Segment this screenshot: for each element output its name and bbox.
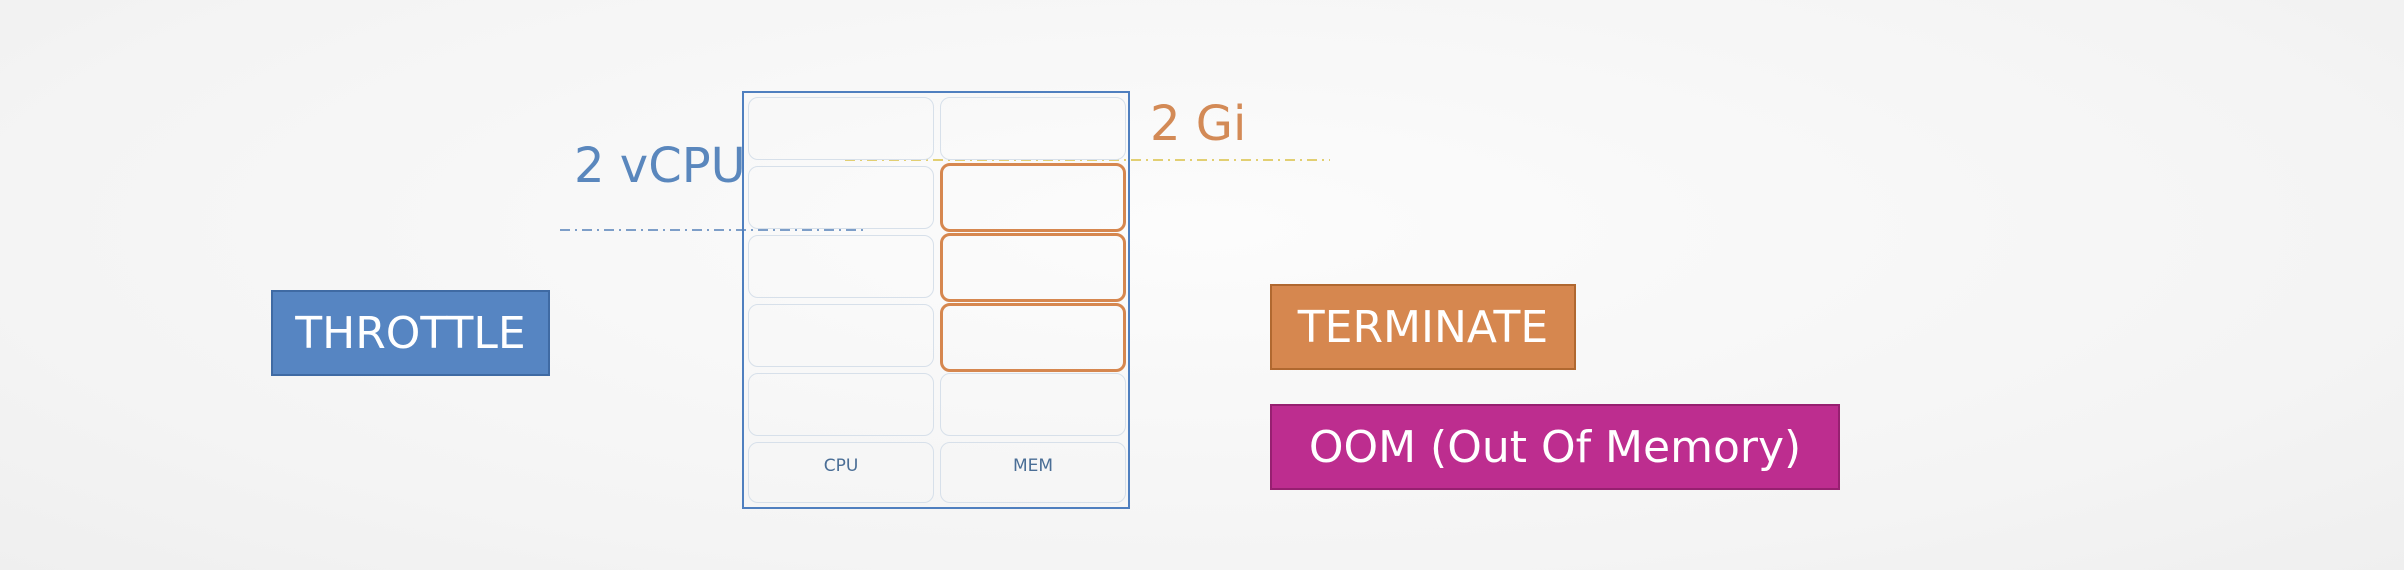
- cpu-cell: [748, 373, 934, 436]
- terminate-badge: TERMINATE: [1270, 284, 1576, 370]
- cpu-cell: [748, 166, 934, 229]
- memory-cell: [940, 373, 1126, 436]
- cpu-column-label: CPU: [823, 456, 859, 476]
- memory-cell-used: [940, 163, 1126, 232]
- cpu-cell: [748, 235, 934, 298]
- cpu-cell: CPU: [748, 442, 934, 503]
- node-resource-grid: CPU MEM: [742, 91, 1130, 509]
- memory-cell-used: [940, 233, 1126, 302]
- cpu-cell: [748, 97, 934, 160]
- memory-cell: [940, 97, 1126, 160]
- memory-cell-used: [940, 303, 1126, 372]
- oom-badge: OOM (Out Of Memory): [1270, 404, 1840, 490]
- memory-column-label: MEM: [1012, 456, 1054, 476]
- cpu-cell: [748, 304, 934, 367]
- cpu-limit-label: 2 vCPU: [574, 138, 746, 194]
- cpu-column: CPU: [748, 93, 934, 507]
- memory-cell: MEM: [940, 442, 1126, 503]
- throttle-badge: THROTTLE: [271, 290, 550, 376]
- memory-limit-label: 2 Gi: [1150, 96, 1247, 152]
- memory-column: MEM: [940, 93, 1126, 507]
